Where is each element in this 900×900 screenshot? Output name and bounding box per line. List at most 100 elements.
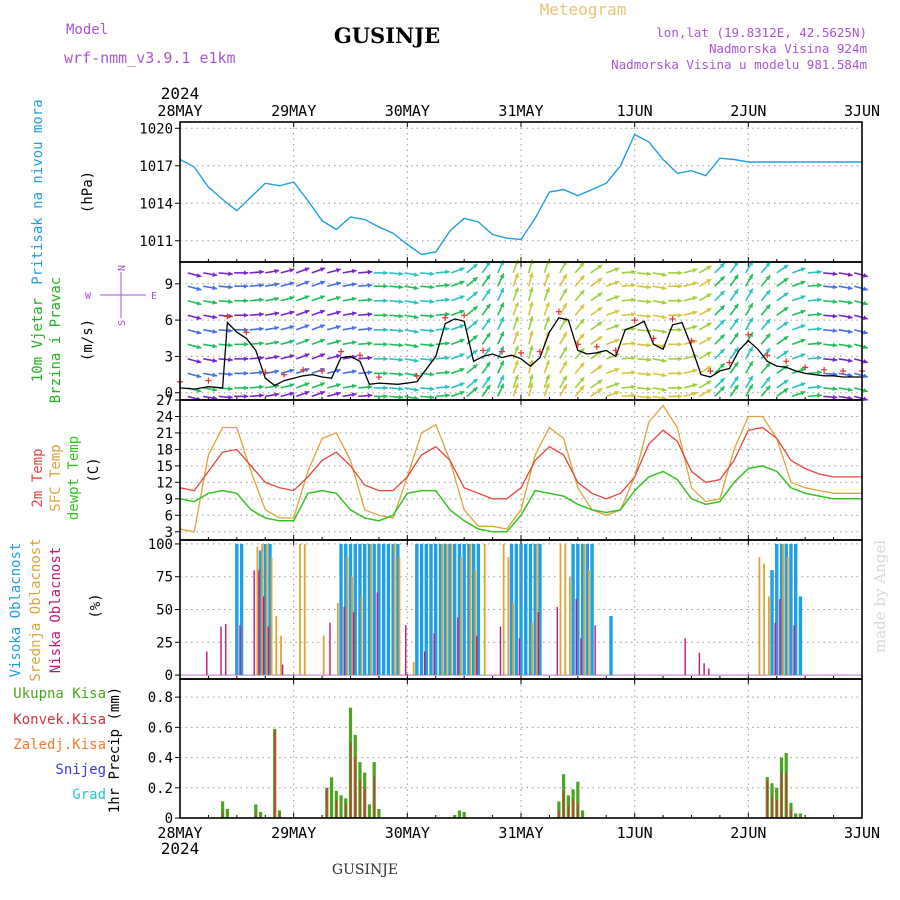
- wind-arrowhead: [445, 326, 450, 332]
- y-tick-label: 9: [165, 277, 173, 293]
- wind-arrowhead: [706, 389, 712, 394]
- wind-arrowhead: [413, 272, 419, 277]
- wind-arrowhead: [398, 284, 404, 290]
- wind-arrowhead: [800, 280, 806, 286]
- gust-marker: [413, 372, 420, 379]
- wind-arrowhead: [228, 371, 233, 377]
- cloud-bar: [405, 625, 407, 676]
- wind-arrowhead: [472, 335, 478, 340]
- credit-watermark: made by Angel: [871, 540, 889, 653]
- cloud-bar: [423, 651, 426, 676]
- footer-station: GUSINJE: [332, 862, 398, 878]
- cloud-bar: [789, 543, 793, 676]
- wind-arrowhead: [228, 342, 233, 348]
- cloud-bar: [779, 543, 784, 676]
- wind-arrowhead: [765, 333, 771, 339]
- wind-arrowhead: [614, 367, 620, 373]
- cloud-bar: [322, 635, 325, 676]
- y-tick-label: 6: [165, 508, 173, 524]
- wind-arrowhead: [228, 394, 233, 400]
- wind-arrowhead: [765, 304, 771, 310]
- wind-arrowhead: [212, 343, 218, 349]
- wind-arrowhead: [661, 314, 667, 320]
- wind-arrowhead: [562, 332, 567, 338]
- wind-arrowhead: [335, 281, 341, 287]
- wind-arrowhead: [692, 368, 698, 374]
- precip-conv-bar: [373, 775, 375, 818]
- precip-conv-bar: [776, 799, 778, 818]
- wind-arrowhead: [528, 330, 534, 336]
- cloud-bar: [275, 616, 278, 676]
- precip-total-bar: [339, 795, 343, 818]
- precip-conv-bar: [577, 802, 579, 818]
- pressure-line: [179, 133, 862, 256]
- precip-conv-bar: [345, 802, 347, 818]
- wind-arrowhead: [692, 295, 698, 301]
- compass-w: W: [85, 291, 92, 302]
- wind-arrowhead: [196, 344, 202, 350]
- precip-conv-bar: [790, 810, 792, 818]
- cloud-bar: [220, 626, 222, 676]
- precip-total-bar: [462, 811, 466, 818]
- wind-arrowhead: [847, 300, 853, 305]
- wind-arrowhead: [259, 326, 264, 332]
- wind-arrowhead: [832, 394, 838, 400]
- compass-s: S: [117, 320, 128, 326]
- cloud-bar: [429, 543, 433, 676]
- precip-total-bar: [576, 781, 580, 818]
- cloud-bar: [703, 663, 705, 676]
- wind-arrowhead: [817, 370, 822, 375]
- cloud-bar: [784, 543, 788, 676]
- cloud-bar: [299, 543, 301, 676]
- y-tick-label: 1020: [139, 121, 173, 137]
- wind-arrowhead: [351, 296, 357, 302]
- wind-arrowhead: [783, 350, 789, 356]
- wind-arrowhead: [383, 356, 388, 362]
- wind-arrowhead: [646, 386, 652, 392]
- wind-arrowhead: [733, 289, 739, 295]
- wind-arrowhead: [459, 390, 465, 396]
- cloud-bar: [775, 543, 779, 676]
- wind-arrowhead: [429, 271, 435, 277]
- wind-arrowhead: [847, 387, 853, 392]
- gust-marker: [319, 368, 326, 374]
- wind-arrowhead: [562, 346, 567, 352]
- wind-arrowhead: [319, 390, 325, 396]
- y-tick-label: 50: [156, 603, 173, 619]
- wind-arrowhead: [631, 355, 636, 361]
- wind-arrowhead: [692, 281, 698, 287]
- top-year: 2024: [161, 84, 200, 103]
- cloud-bar: [767, 596, 770, 676]
- cloud-bar: [782, 543, 784, 676]
- cloud-bar: [502, 543, 505, 676]
- wind-arrowhead: [335, 295, 341, 301]
- wind-arrowhead: [259, 393, 264, 398]
- gust-marker: [802, 364, 809, 371]
- cloud-bar: [239, 625, 241, 676]
- gust-marker: [707, 368, 714, 374]
- precip-conv-bar: [278, 813, 281, 818]
- panel-precip: 0 0.2 0.4 0.6 0.8: [148, 678, 863, 827]
- cloud-bar: [376, 592, 379, 676]
- cloud-bar: [391, 543, 395, 676]
- precip-conv-bar: [335, 799, 338, 818]
- wind-arrowhead: [398, 394, 404, 400]
- cloud-bar: [583, 543, 586, 676]
- wind-arrowhead: [319, 338, 325, 344]
- wind-arrowhead: [733, 347, 739, 353]
- precip-legend-item: Snijeg: [55, 762, 106, 778]
- wind-arrowhead: [800, 390, 806, 396]
- y-tick-label: 24: [156, 409, 173, 425]
- wind-arrowhead: [274, 325, 280, 331]
- cloud-bar: [438, 543, 443, 676]
- wind-arrowhead: [398, 271, 404, 277]
- wind-arrowhead: [429, 313, 435, 319]
- wind-arrowhead: [472, 320, 478, 326]
- cloud-bar: [346, 557, 349, 676]
- wind-arrowhead: [196, 273, 202, 278]
- date-label-bottom: 1JUN: [617, 824, 653, 842]
- wind-arrowhead: [413, 387, 419, 392]
- date-label-bottom: 30MAY: [385, 824, 430, 842]
- wind-arrowhead: [817, 269, 822, 275]
- cloud-bar: [512, 602, 515, 676]
